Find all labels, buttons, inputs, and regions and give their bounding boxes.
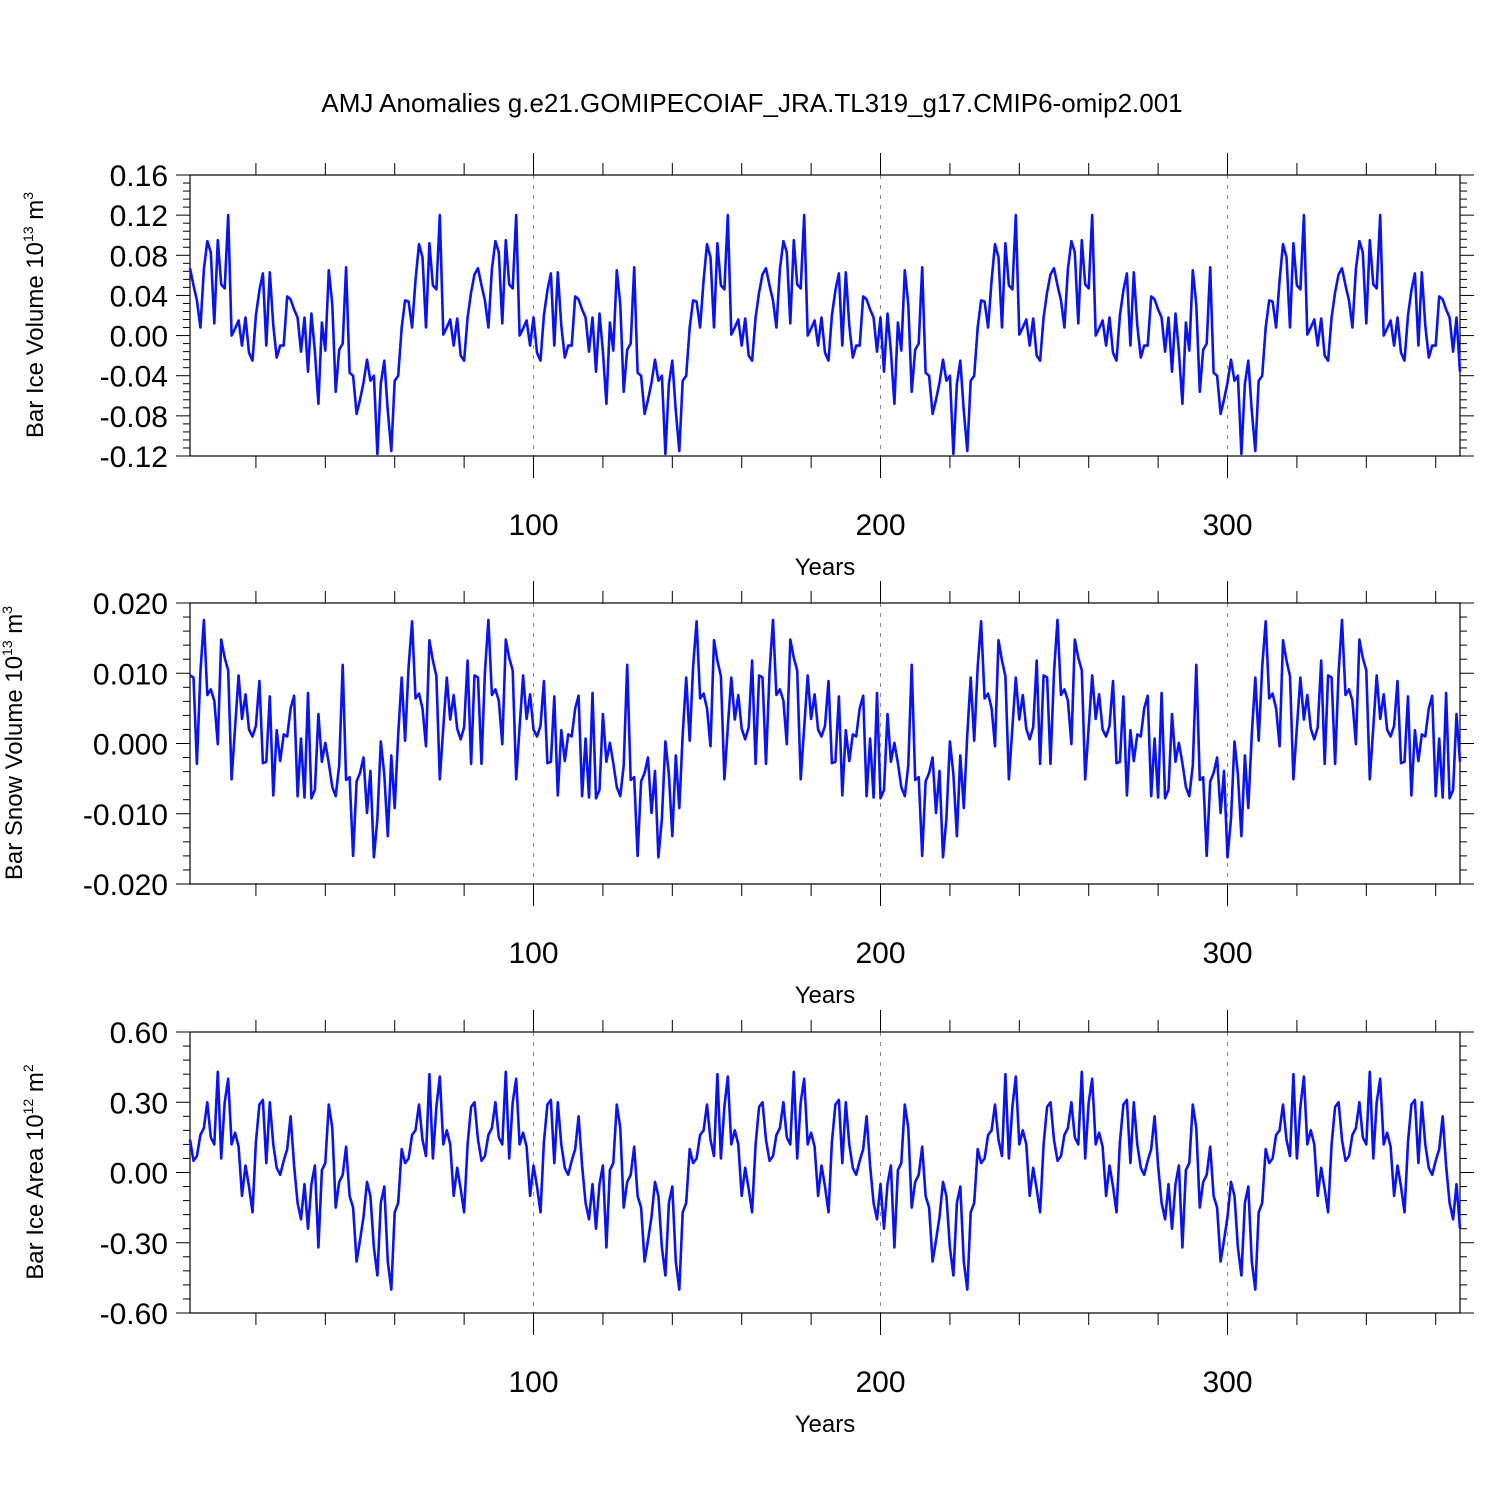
y-tick-label: 0.60 [110, 1017, 168, 1050]
y-tick-label: -0.010 [83, 799, 168, 832]
series-line [188, 213, 1462, 456]
panel-ice-volume: Bar Ice Volume 1013 m3 Years 100 200 300 -0… [20, 153, 1474, 581]
y-tick-label: -0.60 [100, 1298, 168, 1331]
series-line [189, 618, 1462, 859]
y-axis-label-prefix: Bar Ice Volume 10 [22, 242, 49, 438]
x-tick-label: 300 [1202, 509, 1252, 542]
y-axis-label-prefix: Bar Ice Area 10 [22, 1114, 49, 1279]
y-tick-label: 0.16 [110, 160, 168, 193]
x-axis-label: Years [795, 982, 856, 1009]
panel-ice-area: Bar Ice Area 1012 m2 Years 100 200 300 -0.6… [20, 1010, 1474, 1438]
y-axis-label-exponent: 12 [20, 1099, 36, 1115]
y-tick-label: -0.12 [100, 441, 168, 474]
y-axis-label-unit-exponent: 2 [20, 1064, 36, 1072]
y-tick-label: 0.020 [93, 588, 168, 621]
y-tick-label: -0.020 [83, 869, 168, 902]
y-axis-label-unit: m [22, 1072, 49, 1099]
y-tick-label: 0.30 [110, 1087, 168, 1120]
plot-frame [189, 1031, 1461, 1314]
x-tick-label: 200 [855, 1366, 905, 1399]
y-axis-label-unit: m [22, 200, 49, 227]
y-axis-label: Bar Ice Volume 1013 m3 [20, 192, 49, 438]
y-axis-label: Bar Snow Volume 1013 m3 [0, 606, 28, 880]
y-tick-label: 0.04 [110, 280, 168, 313]
y-tick-label: 0.12 [110, 200, 168, 233]
y-axis-label-unit: m [1, 614, 28, 641]
y-tick-label: 0.00 [110, 1158, 168, 1191]
x-axis-label: Years [795, 1411, 856, 1438]
x-tick-label: 300 [1202, 937, 1252, 970]
y-axis-label-exponent: 13 [0, 640, 15, 656]
series-line [188, 1070, 1462, 1291]
x-tick-label: 100 [508, 509, 558, 542]
y-axis-label-unit-exponent: 3 [0, 606, 15, 614]
y-tick-label: 0.000 [93, 729, 168, 762]
y-tick-label: -0.04 [100, 361, 168, 394]
panel-snow-volume: Bar Snow Volume 1013 m3 Years 100 200 300 -… [0, 581, 1474, 1009]
chart-title: AMJ Anomalies g.e21.GOMIPECOIAF_JRA.TL31… [321, 88, 1182, 118]
y-tick-label: -0.30 [100, 1228, 168, 1261]
plot-frame [189, 174, 1461, 457]
x-tick-label: 200 [855, 509, 905, 542]
x-tick-label: 200 [855, 937, 905, 970]
y-tick-label: 0.00 [110, 321, 168, 354]
x-tick-label: 100 [508, 937, 558, 970]
x-tick-label: 300 [1202, 1366, 1252, 1399]
y-axis-label-exponent: 13 [20, 226, 36, 242]
y-axis-label-unit-exponent: 3 [20, 192, 36, 200]
y-axis-label: Bar Ice Area 1012 m2 [20, 1064, 49, 1280]
x-tick-label: 100 [508, 1366, 558, 1399]
x-axis-label: Years [795, 554, 856, 581]
y-tick-label: 0.010 [93, 658, 168, 691]
y-axis-label-prefix: Bar Snow Volume 10 [1, 656, 28, 880]
y-tick-label: -0.08 [100, 401, 168, 434]
y-tick-label: 0.08 [110, 240, 168, 273]
